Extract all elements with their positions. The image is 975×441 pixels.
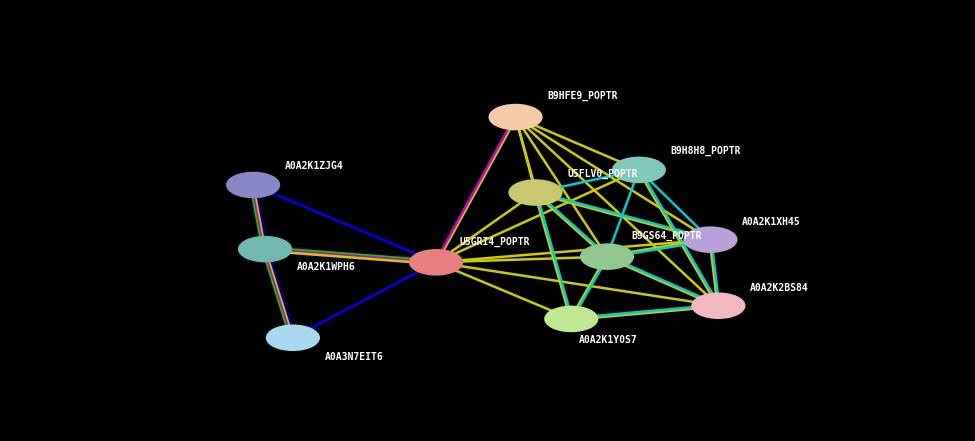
Circle shape [410,250,462,275]
Text: A0A2K2BS84: A0A2K2BS84 [750,283,809,292]
Text: B9H8H8_POPTR: B9H8H8_POPTR [671,146,741,156]
Circle shape [612,157,665,182]
Circle shape [266,325,319,350]
Circle shape [489,105,542,130]
Text: A0A2K1WPH6: A0A2K1WPH6 [296,262,356,272]
Circle shape [581,244,634,269]
Circle shape [692,293,745,318]
Text: A0A2K1Y0S7: A0A2K1Y0S7 [579,335,638,345]
Text: U5FLV0_POPTR: U5FLV0_POPTR [567,168,638,179]
Text: B9GS64_POPTR: B9GS64_POPTR [631,231,701,241]
Circle shape [684,227,737,252]
Circle shape [545,306,598,331]
Circle shape [227,172,280,198]
Text: A0A2K1XH45: A0A2K1XH45 [742,217,801,227]
Circle shape [509,180,562,205]
Circle shape [239,237,292,262]
Text: B9HFE9_POPTR: B9HFE9_POPTR [547,91,618,101]
Text: U5GRI4_POPTR: U5GRI4_POPTR [460,236,530,247]
Text: A0A2K1ZJG4: A0A2K1ZJG4 [285,161,343,171]
Text: A0A3N7EIT6: A0A3N7EIT6 [325,352,383,363]
